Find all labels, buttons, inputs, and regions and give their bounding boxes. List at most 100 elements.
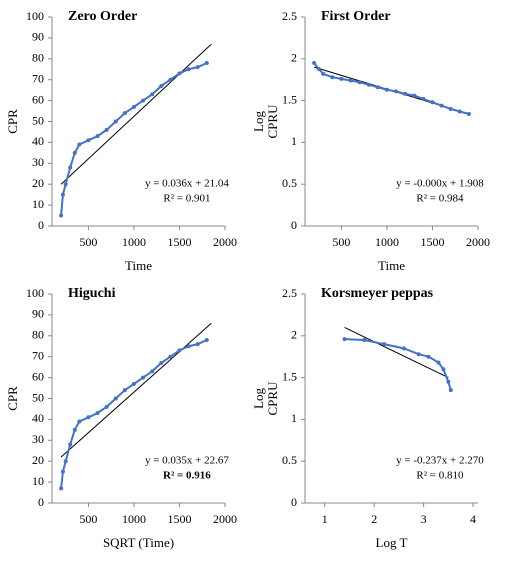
- y-tick-label: 20: [32, 176, 44, 190]
- x-tick-label: 1500: [167, 512, 191, 526]
- data-point: [177, 71, 182, 76]
- data-point: [321, 71, 326, 76]
- data-point: [131, 104, 136, 109]
- data-point: [168, 77, 173, 82]
- data-point: [77, 419, 82, 424]
- y-axis-label: CPRU: [265, 381, 280, 416]
- y-tick-label: 100: [26, 9, 44, 23]
- data-point: [416, 352, 421, 357]
- y-tick-label: 10: [32, 474, 44, 488]
- chart-title: Korsmeyer peppas: [321, 286, 434, 301]
- chart-title: Zero Order: [68, 9, 137, 24]
- y-tick-label: 40: [32, 134, 44, 148]
- trend-line: [60, 322, 212, 458]
- data-point: [95, 134, 100, 139]
- x-tick-label: 1000: [122, 512, 146, 526]
- y-axis-label: CPR: [5, 386, 20, 411]
- annotation: R² = 0.810: [416, 470, 464, 482]
- y-tick-label: 90: [32, 307, 44, 321]
- data-point: [362, 337, 367, 342]
- x-tick-label: 1000: [122, 235, 146, 249]
- data-point: [457, 109, 462, 114]
- y-tick-label: 1.5: [282, 369, 297, 383]
- y-tick-label: 2.5: [282, 9, 297, 23]
- data-point: [77, 142, 82, 147]
- data-point: [60, 469, 65, 474]
- data-point: [150, 369, 155, 374]
- data-point: [59, 486, 64, 491]
- x-tick-label: 500: [332, 235, 350, 249]
- annotation: y = -0.000x + 1.908: [396, 178, 484, 190]
- y-tick-label: 2: [291, 51, 297, 65]
- y-tick-label: 70: [32, 348, 44, 362]
- data-point: [436, 360, 441, 365]
- data-point: [466, 111, 471, 116]
- y-axis-label: CPR: [5, 109, 20, 134]
- data-point: [72, 150, 77, 155]
- x-tick-label: 2000: [213, 512, 237, 526]
- data-point: [403, 91, 408, 96]
- y-tick-label: 50: [32, 113, 44, 127]
- annotation: R² = 0.984: [416, 193, 464, 205]
- data-point: [195, 342, 200, 347]
- y-axis-label: CPRU: [265, 104, 280, 139]
- data-point: [68, 165, 73, 170]
- data-point: [159, 83, 164, 88]
- data-point: [384, 87, 389, 92]
- y-tick-label: 70: [32, 71, 44, 85]
- y-axis-label: Log: [251, 111, 266, 132]
- annotation: R² = 0.916: [163, 470, 211, 482]
- annotation: y = 0.035x + 22.67: [145, 455, 229, 467]
- x-tick-label: 1500: [420, 235, 444, 249]
- data-point: [86, 415, 91, 420]
- data-point: [141, 375, 146, 380]
- data-point: [342, 337, 347, 342]
- y-tick-label: 0: [291, 218, 297, 232]
- data-point: [430, 100, 435, 105]
- data-point: [141, 98, 146, 103]
- y-tick-label: 50: [32, 390, 44, 404]
- data-point: [448, 388, 453, 393]
- y-tick-label: 100: [26, 286, 44, 300]
- x-axis-label: Time: [378, 258, 405, 273]
- data-point: [412, 93, 417, 98]
- y-tick-label: 0: [38, 218, 44, 232]
- y-axis-label: Log: [251, 388, 266, 409]
- data-point: [122, 111, 127, 116]
- data-point: [150, 92, 155, 97]
- data-point: [441, 367, 446, 372]
- y-tick-label: 90: [32, 30, 44, 44]
- y-tick-label: 60: [32, 92, 44, 106]
- data-point: [186, 344, 191, 349]
- y-tick-label: 0: [38, 495, 44, 509]
- chart-title: Higuchi: [68, 286, 116, 301]
- data-point: [439, 103, 444, 108]
- data-point: [339, 76, 344, 81]
- data-point: [72, 427, 77, 432]
- data-point: [63, 182, 68, 187]
- y-tick-label: 80: [32, 51, 44, 65]
- x-tick-label: 2: [371, 512, 377, 526]
- x-tick-label: 1500: [167, 235, 191, 249]
- annotation: y = -0.237x + 2.270: [396, 455, 484, 467]
- x-tick-label: 3: [421, 512, 427, 526]
- data-point: [204, 337, 209, 342]
- y-tick-label: 30: [32, 432, 44, 446]
- data-point: [448, 106, 453, 111]
- y-tick-label: 0.5: [282, 176, 297, 190]
- data-line: [313, 62, 470, 115]
- trend-line: [60, 43, 212, 185]
- data-point: [59, 213, 64, 218]
- data-point: [204, 60, 209, 65]
- data-point: [186, 67, 191, 72]
- x-tick-label: 4: [470, 512, 476, 526]
- panel: 0 0.5 1 1.5 2 2.5 500 1000 1500 2000 First Order Ti…: [251, 9, 490, 273]
- x-tick-label: 2000: [213, 235, 237, 249]
- data-point: [421, 96, 426, 101]
- data-point: [446, 379, 451, 384]
- x-axis-label: Time: [125, 258, 152, 273]
- data-point: [68, 442, 73, 447]
- annotation: R² = 0.901: [163, 193, 210, 205]
- data-point: [113, 396, 118, 401]
- y-tick-label: 1: [291, 411, 297, 425]
